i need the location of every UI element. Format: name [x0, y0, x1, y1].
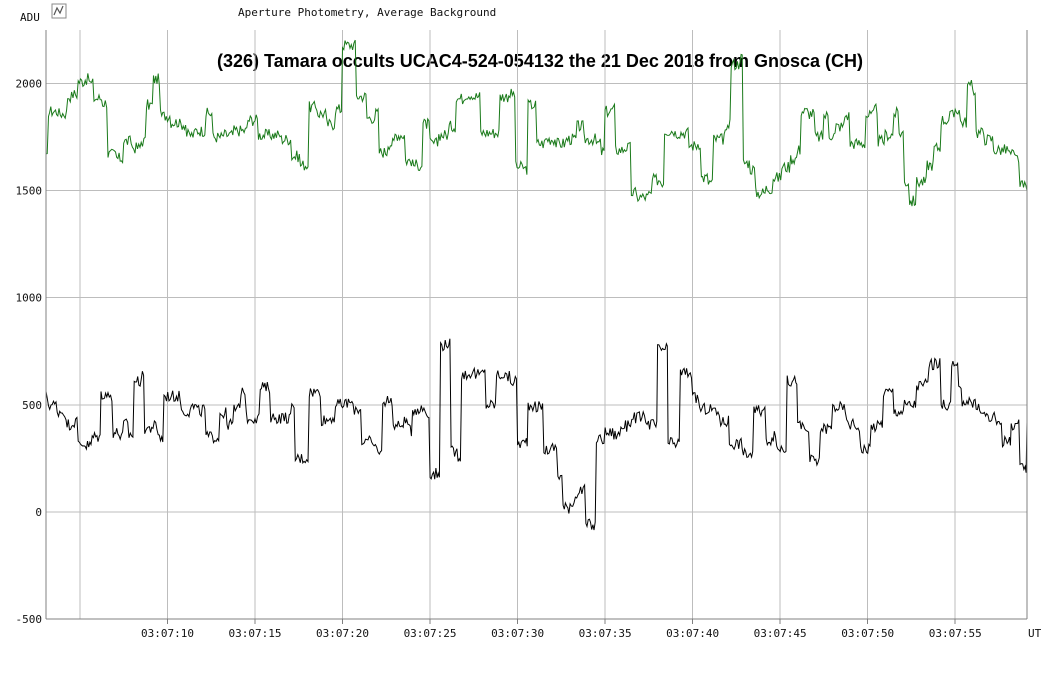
- series-line-1: [45, 39, 1028, 207]
- x-tick-label: 03:07:20: [316, 627, 369, 640]
- y-tick-label: 1500: [16, 185, 43, 198]
- x-tick-label: 03:07:40: [666, 627, 719, 640]
- y-tick-label: -500: [16, 613, 43, 626]
- chart-subtitle: Aperture Photometry, Average Background: [238, 6, 496, 19]
- axes: [45, 30, 1028, 624]
- x-tick-label: 03:07:45: [754, 627, 807, 640]
- y-tick-label: 2000: [16, 78, 43, 91]
- y-tick-label: 500: [22, 399, 42, 412]
- tick-labels: 03:07:10 03:07:15 03:07:20 03:07:25 03:07:30…: [16, 78, 982, 640]
- x-tick-label: 03:07:35: [579, 627, 632, 640]
- x-tick-label: 03:07:25: [404, 627, 457, 640]
- x-axis-label: UT: [1028, 627, 1042, 640]
- graph-icon[interactable]: [51, 3, 67, 19]
- grid: [46, 30, 1027, 620]
- series-layer: [45, 39, 1028, 531]
- x-tick-label: 03:07:15: [229, 627, 282, 640]
- y-tick-label: 0: [35, 506, 42, 519]
- x-tick-label: 03:07:10: [141, 627, 194, 640]
- x-tick-label: 03:07:30: [491, 627, 544, 640]
- series-line-2: [45, 338, 1028, 531]
- x-tick-label: 03:07:50: [841, 627, 894, 640]
- y-axis-label: ADU: [20, 11, 40, 24]
- chart-title: (326) Tamara occults UCAC4-524-054132 th…: [217, 51, 863, 71]
- x-tick-label: 03:07:55: [929, 627, 982, 640]
- y-tick-label: 1000: [16, 292, 43, 305]
